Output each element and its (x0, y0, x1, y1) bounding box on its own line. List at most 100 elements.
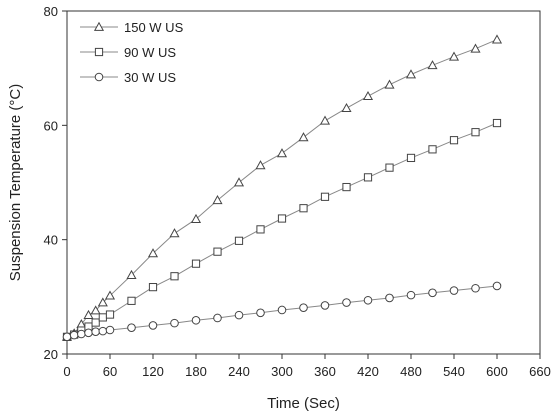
x-tick-label: 180 (185, 364, 207, 379)
data-point (471, 128, 480, 137)
data-point (147, 248, 159, 258)
data-point (319, 115, 331, 125)
x-tick-label: 120 (142, 364, 164, 379)
data-point (234, 310, 244, 320)
data-point (449, 136, 459, 145)
data-point (62, 332, 72, 342)
data-point (69, 330, 79, 340)
data-point (191, 259, 201, 268)
legend: 150 W US 90 W US 30 W US (80, 20, 184, 85)
data-point (320, 301, 330, 310)
data-point (98, 326, 108, 336)
data-point (341, 102, 352, 113)
legend-marker (94, 47, 104, 57)
x-tick-label: 480 (400, 364, 422, 379)
data-point (299, 204, 308, 213)
data-point (406, 290, 416, 300)
x-tick-label: 0 (63, 364, 70, 379)
data-point (449, 286, 459, 295)
data-point (169, 228, 180, 238)
legend-label: 90 W US (124, 45, 176, 60)
x-tick-label: 660 (529, 364, 551, 379)
data-point (105, 310, 115, 319)
data-point (91, 318, 100, 327)
data-point (362, 90, 374, 101)
data-point (97, 297, 108, 307)
data-point (213, 247, 222, 256)
data-point (190, 213, 202, 223)
data-point (256, 308, 265, 318)
data-point (212, 194, 223, 205)
x-tick-label: 420 (357, 364, 379, 379)
data-point (428, 145, 437, 154)
data-point (277, 305, 287, 315)
x-tick-label: 300 (271, 364, 293, 379)
data-point (320, 192, 330, 201)
data-point (428, 288, 437, 298)
data-point (234, 236, 244, 245)
series-circle (62, 281, 502, 342)
data-point (77, 329, 86, 339)
data-point (448, 51, 460, 61)
data-point (91, 327, 100, 337)
data-point (491, 34, 503, 44)
x-tick-label: 60 (103, 364, 117, 379)
data-point (90, 305, 101, 315)
legend-marker (93, 21, 105, 31)
legend-marker (94, 72, 104, 82)
data-point (406, 153, 416, 163)
legend-label: 30 W US (124, 70, 176, 85)
data-point (276, 148, 288, 158)
data-point (342, 298, 351, 307)
data-point (104, 290, 116, 300)
data-point (427, 60, 438, 70)
data-point (98, 313, 107, 322)
data-point (363, 295, 373, 305)
legend-entry: 30 W US (80, 70, 176, 85)
x-tick-label: 540 (443, 364, 465, 379)
data-point (127, 323, 136, 333)
data-point (384, 79, 395, 89)
y-tick-label: 60 (44, 118, 58, 133)
data-point (363, 173, 373, 182)
data-point (385, 293, 394, 303)
data-point (255, 160, 266, 170)
x-axis-title: Time (Sec) (267, 395, 340, 412)
data-point (84, 328, 93, 338)
data-point (471, 283, 480, 293)
data-point (170, 272, 179, 281)
y-axis-title: Suspension Temperature (°C) (7, 84, 24, 281)
data-point (277, 214, 287, 223)
data-point (127, 296, 136, 305)
data-point (105, 325, 115, 335)
data-point (148, 321, 158, 330)
data-point (213, 313, 222, 323)
data-point (126, 269, 137, 279)
data-point (299, 303, 308, 312)
y-tick-label: 40 (44, 233, 58, 248)
plot-frame (66, 10, 541, 355)
plot-area (61, 34, 503, 342)
data-point (256, 225, 265, 234)
data-point (385, 163, 394, 172)
data-point (405, 69, 417, 79)
data-point (83, 309, 94, 319)
data-point (233, 177, 245, 187)
axes: 0 60 120 180 240 300 360 420 480 540 600 660 20 40 60 8… (44, 4, 551, 379)
x-tick-label: 240 (228, 364, 250, 379)
y-tick-label: 20 (44, 347, 58, 362)
data-point (170, 318, 179, 328)
legend-entry: 150 W US (80, 20, 184, 35)
x-tick-label: 360 (314, 364, 336, 379)
data-point (492, 281, 502, 291)
x-tick-label: 600 (486, 364, 508, 379)
data-point (342, 182, 351, 192)
data-point (298, 132, 309, 142)
legend-label: 150 W US (124, 20, 184, 35)
y-tick-label: 80 (44, 4, 58, 19)
data-point (470, 43, 481, 53)
data-point (148, 283, 158, 292)
legend-entry: 90 W US (80, 45, 176, 60)
data-point (191, 315, 201, 325)
